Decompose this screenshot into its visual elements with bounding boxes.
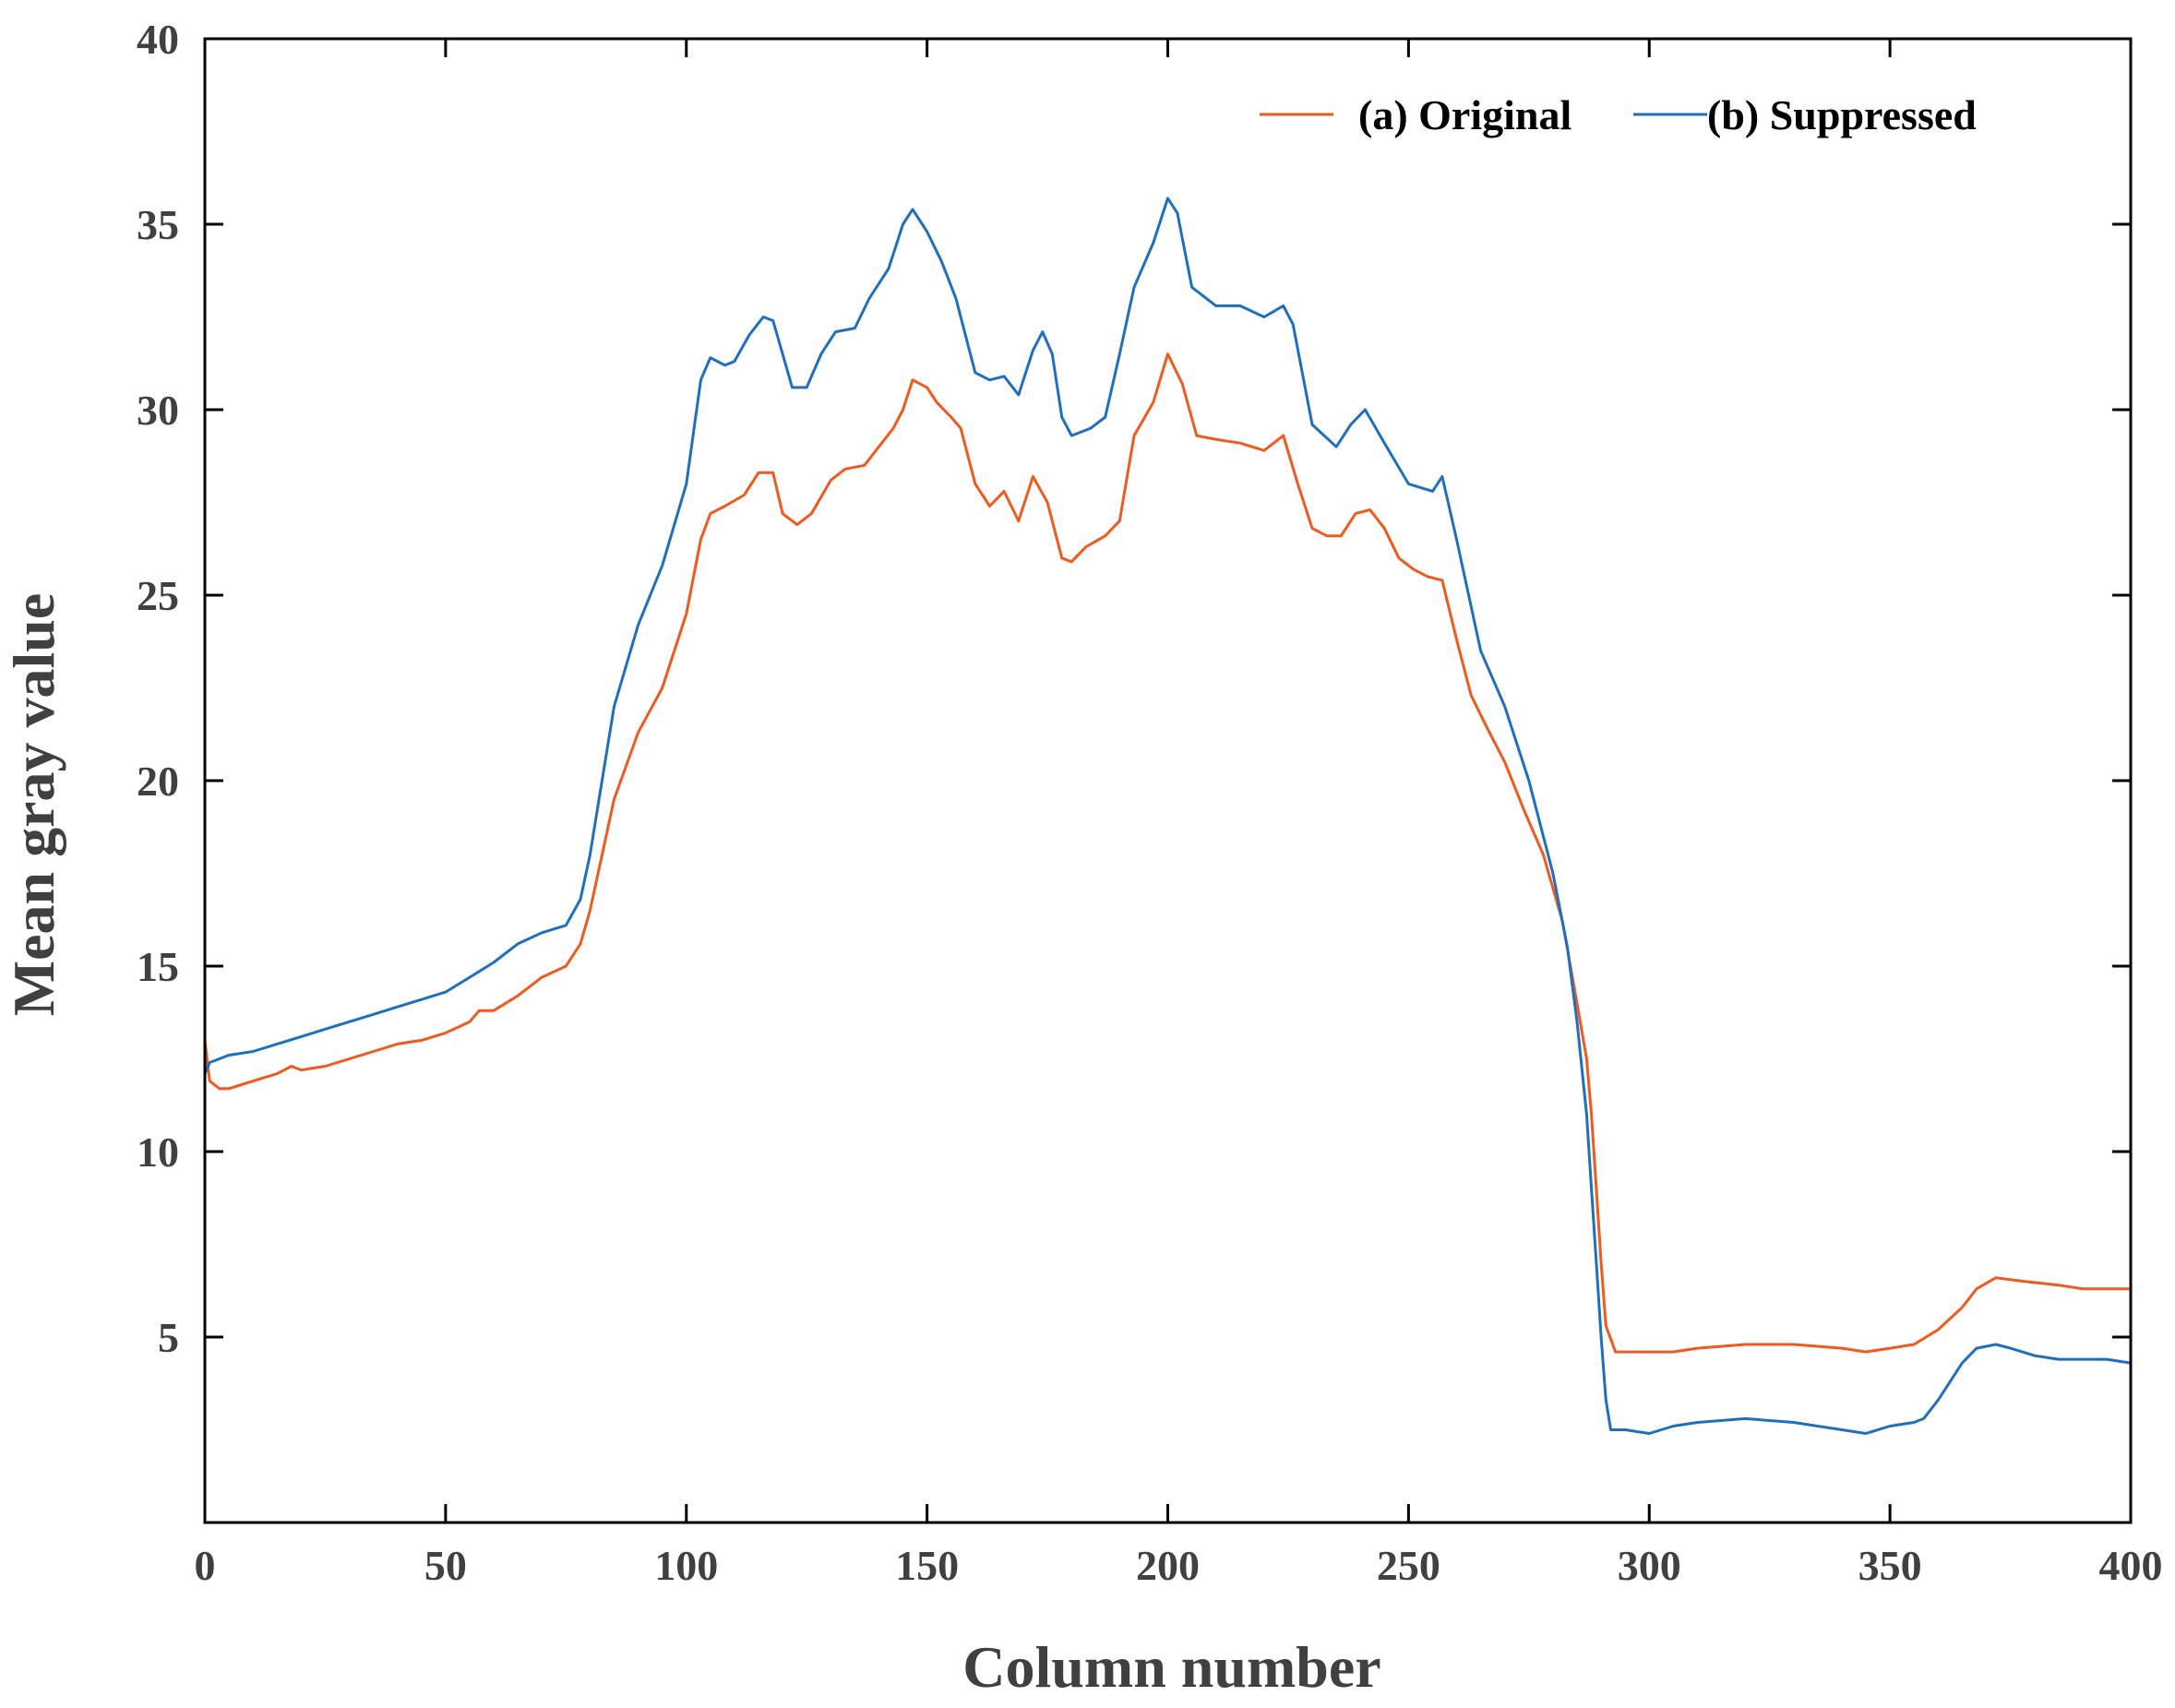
legend: (a) Original (b) Suppressed	[1260, 91, 1977, 138]
series-line-suppressed	[203, 197, 2133, 1435]
x-tick-label: 300	[1618, 1542, 1681, 1589]
x-tick-label: 150	[895, 1542, 959, 1589]
x-tick-label: 250	[1377, 1542, 1440, 1589]
legend-label-suppressed: (b) Suppressed	[1707, 91, 1977, 138]
x-axis-title: Column number	[962, 1634, 1380, 1700]
series-line-original	[203, 352, 2133, 1354]
x-tick-label: 0	[195, 1542, 216, 1589]
y-tick-label: 10	[137, 1129, 179, 1176]
y-tick-label: 25	[137, 572, 179, 619]
plot-frame	[203, 37, 2133, 1524]
y-tick-label: 35	[137, 201, 179, 248]
x-tick-label: 400	[2099, 1542, 2163, 1589]
y-tick-label: 30	[137, 387, 179, 434]
tick-layer: 0 50 100 150 200 250 300 350 400 5 10 15 20 25 30 35 40	[137, 16, 2163, 1589]
y-axis-title: Mean gray value	[1, 593, 66, 1017]
series-layer	[203, 197, 2133, 1435]
legend-label-original: (a) Original	[1358, 91, 1571, 138]
x-tick-label: 200	[1136, 1542, 1200, 1589]
y-tick-label: 20	[137, 758, 179, 805]
y-tick-label: 15	[137, 943, 179, 990]
x-tick-label: 50	[424, 1542, 467, 1589]
y-tick-label: 5	[158, 1314, 179, 1361]
x-tick-label: 100	[654, 1542, 718, 1589]
y-tick-label: 40	[137, 16, 179, 63]
x-tick-label: 350	[1858, 1542, 1922, 1589]
